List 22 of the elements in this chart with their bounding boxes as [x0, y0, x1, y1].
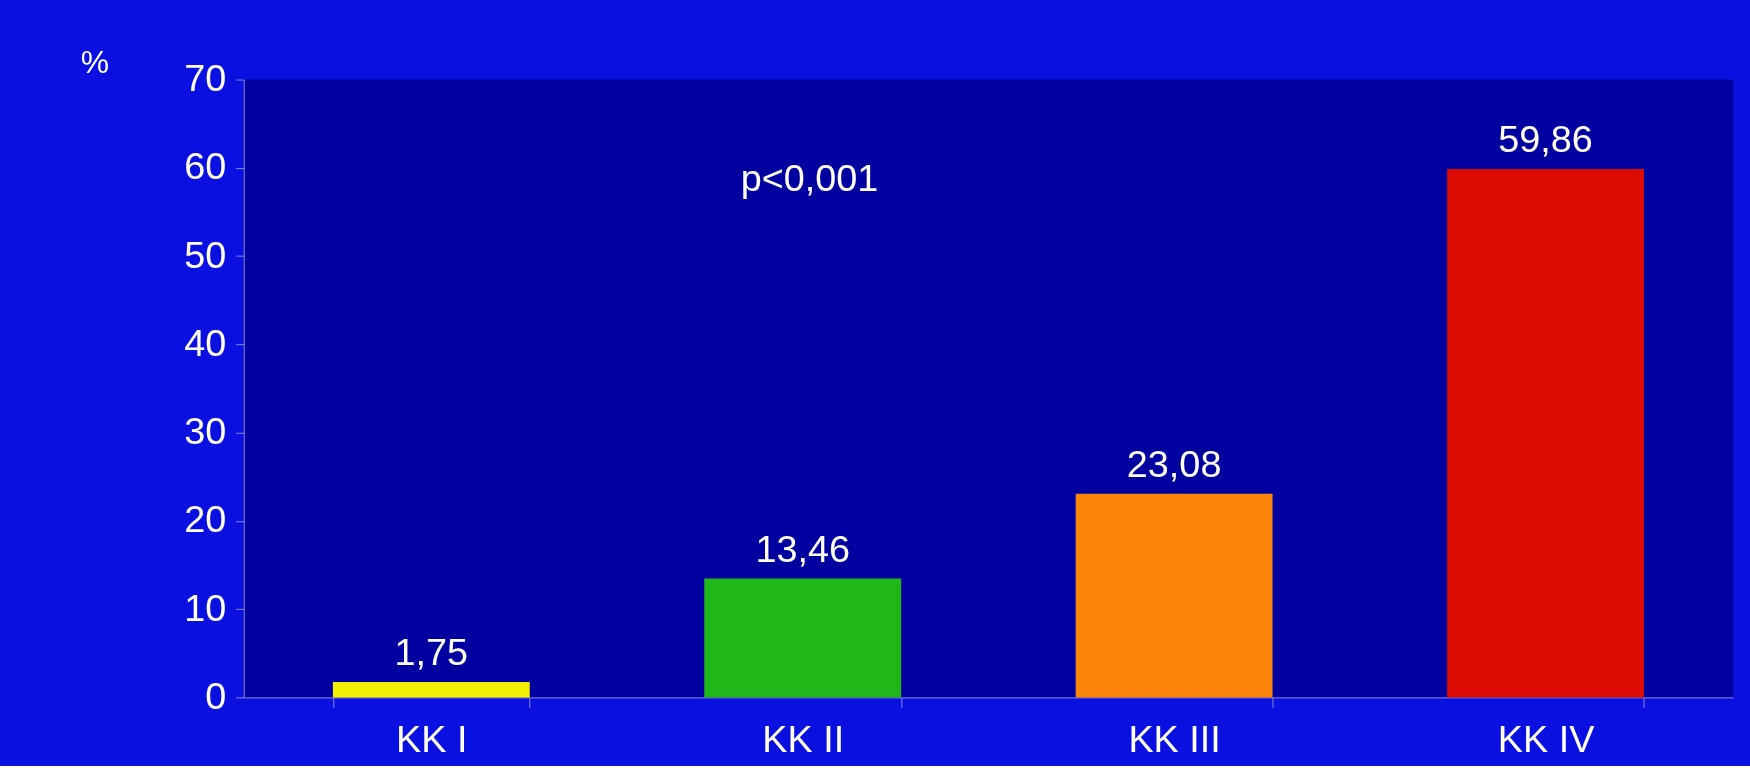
annotation: p<0,001 [740, 156, 879, 199]
x-tick-label: KK I [396, 717, 468, 760]
y-tick-label: 70 [184, 57, 227, 99]
data-label: 1,75 [394, 631, 469, 674]
y-tick-label: 40 [184, 321, 227, 364]
x-tick-label: KK II [762, 717, 845, 760]
y-tick-label: 10 [184, 586, 227, 629]
bar [704, 578, 902, 698]
bar [332, 681, 530, 698]
x-tick-label: KK III [1128, 717, 1221, 760]
y-tick-label: 0 [205, 674, 227, 717]
y-axis-title: % [80, 44, 110, 81]
data-label: 23,08 [1126, 442, 1222, 485]
data-label: 13,46 [755, 527, 851, 570]
data-label: 59,86 [1498, 118, 1593, 161]
x-tick-label: KK IV [1497, 717, 1596, 760]
y-tick-label: 50 [184, 233, 227, 276]
y-tick-label: 20 [184, 498, 227, 541]
bar [1075, 493, 1273, 698]
y-tick-label: 60 [184, 145, 227, 188]
y-tick-label: 30 [184, 410, 227, 453]
bar [1447, 169, 1644, 698]
